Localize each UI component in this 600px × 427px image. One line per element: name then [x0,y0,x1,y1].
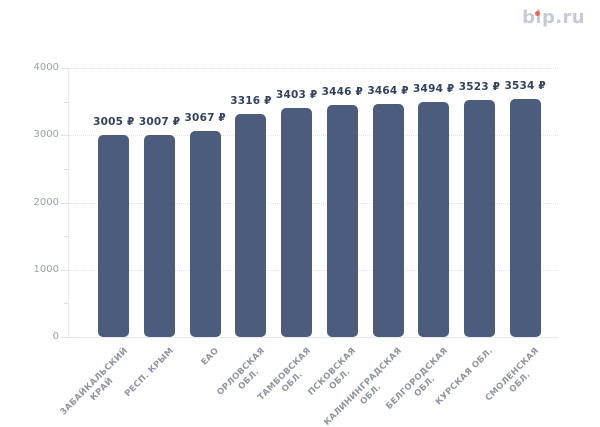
gridline [69,269,558,271]
gridline [69,202,558,204]
bar[interactable] [235,114,267,337]
x-axis-label-line: ЕАО [199,346,222,368]
logo[interactable]: bip.ru [522,9,585,27]
y-axis-tick [61,135,69,137]
x-axis-label-line: ЗАБАЙКАЛЬСКИЙ [58,346,130,418]
y-axis-minor-tick [64,168,69,170]
bar-value-label: 3534 ₽ [504,80,546,93]
bar[interactable] [372,104,404,337]
x-axis-label: ЕАО [200,346,222,368]
bar-value-label: 3007 ₽ [138,115,181,128]
bar[interactable] [98,134,130,337]
bar[interactable] [189,130,221,337]
gridline [69,68,558,69]
y-axis-label: 1000 [33,263,59,275]
y-axis-tick [61,202,69,204]
logo-text: bip.ru [522,7,585,28]
bar-value-label: 3446 ₽ [321,86,364,99]
bar[interactable] [463,100,495,337]
y-axis-label: 4000 [33,62,59,73]
x-axis-label: ЗАБАЙКАЛЬСКИЙ КРАЙ [58,346,138,426]
bar-value-label: 3403 ₽ [275,89,318,102]
bar[interactable] [144,134,176,337]
y-axis-minor-tick [64,101,69,103]
y-axis-minor-tick [64,303,69,305]
bar-value-label: 3316 ₽ [230,95,272,107]
bar-value-label: 3523 ₽ [458,81,501,94]
bar-value-label: 3494 ₽ [413,83,455,96]
y-axis-label: 2000 [33,196,59,208]
y-axis-label: 3000 [33,129,59,141]
y-axis-tick [61,337,69,338]
bar[interactable] [509,99,541,337]
bar[interactable] [326,105,358,337]
y-axis-minor-tick [64,236,69,238]
bar-value-label: 3067 ₽ [184,111,226,124]
bar[interactable] [418,102,450,337]
bar[interactable] [281,108,313,337]
y-axis-tick [61,269,69,271]
logo-accent-dot [534,11,540,17]
y-axis-label: 0 [52,331,59,342]
y-axis-tick [61,68,69,69]
bar-value-label: 3005 ₽ [93,115,135,128]
bar-value-label: 3464 ₽ [367,85,409,98]
plot-area: 0 1000 2000 3000 4000 3005 ₽ ЗАБАЙКАЛЬСКИЙ КРАЙ… [34,62,558,427]
gridline [69,135,558,137]
